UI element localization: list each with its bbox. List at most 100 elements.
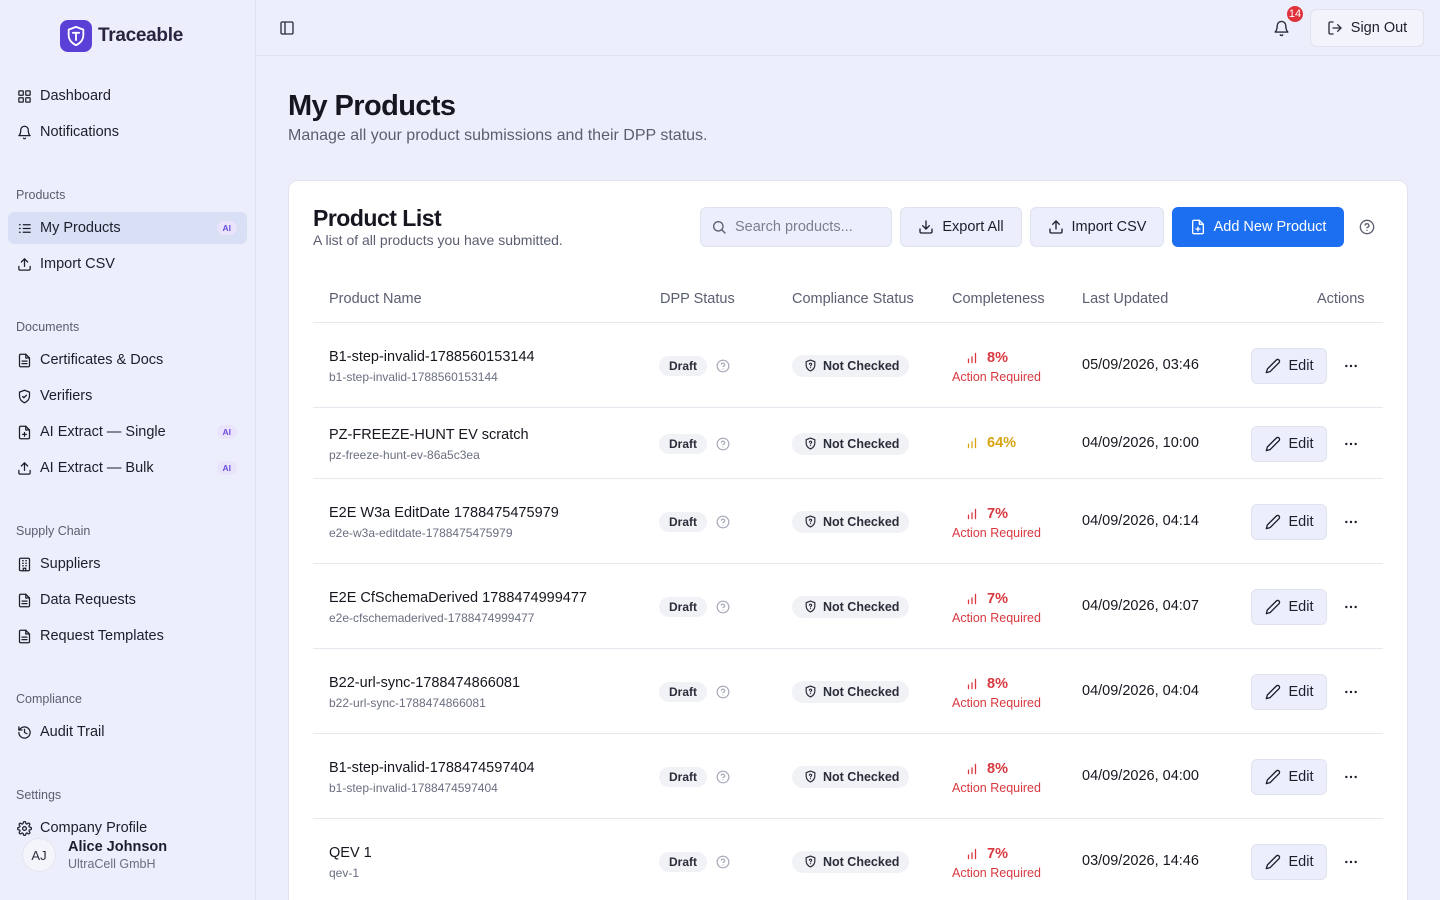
search-box[interactable]: [700, 207, 892, 247]
more-actions-icon[interactable]: [1341, 356, 1361, 376]
section-label-products: Products: [16, 188, 66, 202]
last-updated: 04/09/2026, 04:07: [1082, 597, 1199, 614]
more-actions-icon[interactable]: [1341, 434, 1361, 454]
brand[interactable]: Traceable: [60, 20, 183, 52]
table-row[interactable]: B1-step-invalid-1788474597404 b1-step-inv…: [313, 734, 1383, 819]
sign-out-button[interactable]: Sign Out: [1310, 9, 1424, 47]
sidebar-item-dashboard[interactable]: Dashboard: [8, 80, 247, 112]
question-circle-icon[interactable]: [716, 515, 730, 529]
question-circle-icon[interactable]: [716, 600, 730, 614]
section-label-settings: Settings: [16, 788, 62, 802]
edit-button[interactable]: Edit: [1251, 347, 1327, 384]
sidebar-item-verifiers[interactable]: Verifiers: [8, 380, 247, 412]
sidebar-item-company-profile[interactable]: Company Profile: [8, 812, 247, 844]
download-icon: [919, 220, 934, 234]
compliance-status-badge: Not Checked: [792, 595, 910, 618]
section-label-supply-chain: Supply Chain: [16, 524, 91, 538]
sidebar-item-audit-trail[interactable]: Audit Trail: [8, 716, 247, 748]
pencil-icon: [1265, 599, 1280, 614]
more-actions-icon[interactable]: [1341, 512, 1361, 532]
document-icon: [16, 352, 32, 368]
sidebar-item-notifications[interactable]: Notifications: [8, 116, 247, 148]
table-row[interactable]: E2E CfSchemaDerived 1788474999477 e2e-cfs…: [313, 564, 1383, 649]
table-row[interactable]: E2E W3a EditDate 1788475475979 e2e-w3a-ed…: [313, 479, 1383, 564]
dpp-status-badge: Draft: [659, 511, 708, 532]
edit-button[interactable]: Edit: [1251, 843, 1327, 880]
edit-label: Edit: [1288, 853, 1314, 870]
product-list-card: Product List A list of all products you …: [288, 180, 1408, 900]
header-product-name[interactable]: Product Name: [329, 291, 422, 307]
dpp-status-badge: Draft: [659, 851, 708, 872]
completeness-percent: 7%: [987, 505, 1008, 522]
table-row[interactable]: PZ-FREEZE-HUNT EV scratch pz-freeze-hunt-…: [313, 408, 1383, 479]
table-row[interactable]: QEV 1 qev-1 Draft Not Checked 7% Action Requi…: [313, 819, 1383, 900]
question-circle-icon[interactable]: [716, 359, 730, 373]
question-circle-icon[interactable]: [716, 685, 730, 699]
pencil-icon: [1265, 684, 1280, 699]
more-actions-icon[interactable]: [1341, 767, 1361, 787]
question-circle-icon[interactable]: [716, 437, 730, 451]
notifications-bell-icon[interactable]: [1271, 16, 1291, 40]
sidebar-item-label: Suppliers: [40, 556, 101, 572]
shield-question-icon: [805, 515, 816, 528]
sidebar-toggle-icon[interactable]: [277, 18, 297, 38]
export-all-button[interactable]: Export All: [900, 207, 1022, 247]
bar-chart-icon: [967, 763, 977, 774]
gear-icon: [16, 820, 32, 836]
search-input[interactable]: [735, 219, 885, 235]
edit-label: Edit: [1288, 357, 1314, 374]
product-name[interactable]: PZ-FREEZE-HUNT EV scratch: [329, 426, 529, 443]
header-dpp-status[interactable]: DPP Status: [660, 291, 735, 307]
ai-badge: AI: [216, 221, 237, 235]
upload-icon: [1048, 220, 1063, 234]
compliance-status-label: Not Checked: [823, 769, 900, 784]
sidebar-item-label: Request Templates: [40, 628, 164, 644]
ai-badge: AI: [216, 461, 237, 475]
shield-question-icon: [805, 855, 816, 868]
completeness-value: 8%: [965, 761, 1008, 777]
more-actions-icon[interactable]: [1341, 852, 1361, 872]
sidebar-item-label: Audit Trail: [40, 724, 105, 740]
product-name[interactable]: QEV 1: [329, 844, 372, 861]
edit-label: Edit: [1288, 598, 1314, 615]
sidebar-item-my-products[interactable]: My Products AI: [8, 212, 247, 244]
table-row[interactable]: B22-url-sync-1788474866081 b22-url-sync-1…: [313, 649, 1383, 734]
sidebar-item-label: AI Extract — Single: [40, 424, 166, 440]
card-subtitle: A list of all products you have submitte…: [313, 232, 563, 248]
page-title: My Products: [288, 90, 456, 122]
sidebar-item-import-csv[interactable]: Import CSV: [8, 248, 247, 280]
sidebar-item-suppliers[interactable]: Suppliers: [8, 548, 247, 580]
product-name[interactable]: B1-step-invalid-1788474597404: [329, 759, 535, 776]
table-row[interactable]: B1-step-invalid-1788560153144 b1-step-inv…: [313, 323, 1383, 408]
bar-chart-icon: [967, 437, 977, 448]
user-profile[interactable]: AJ Alice Johnson UltraCell GmbH: [22, 838, 167, 872]
more-actions-icon[interactable]: [1341, 682, 1361, 702]
product-name[interactable]: E2E W3a EditDate 1788475475979: [329, 504, 559, 521]
upload-icon: [16, 460, 32, 476]
more-actions-icon[interactable]: [1341, 597, 1361, 617]
help-icon[interactable]: [1359, 219, 1375, 235]
sidebar-item-ai-extract-single[interactable]: AI Extract — Single AI: [8, 416, 247, 448]
add-new-product-button[interactable]: Add New Product: [1172, 207, 1344, 247]
edit-button[interactable]: Edit: [1251, 758, 1327, 795]
header-last-updated[interactable]: Last Updated: [1082, 291, 1169, 307]
last-updated: 04/09/2026, 04:00: [1082, 767, 1199, 784]
edit-button[interactable]: Edit: [1251, 425, 1327, 462]
product-name[interactable]: B22-url-sync-1788474866081: [329, 674, 521, 691]
question-circle-icon[interactable]: [716, 855, 730, 869]
last-updated: 03/09/2026, 14:46: [1082, 852, 1199, 869]
product-name[interactable]: B1-step-invalid-1788560153144: [329, 348, 535, 365]
shield-question-icon: [805, 600, 816, 613]
sidebar-item-data-requests[interactable]: Data Requests: [8, 584, 247, 616]
question-circle-icon[interactable]: [716, 770, 730, 784]
sidebar-item-certificates-docs[interactable]: Certificates & Docs: [8, 344, 247, 376]
edit-button[interactable]: Edit: [1251, 588, 1327, 625]
sidebar-item-ai-extract-bulk[interactable]: AI Extract — Bulk AI: [8, 452, 247, 484]
header-compliance-status[interactable]: Compliance Status: [792, 291, 914, 307]
edit-button[interactable]: Edit: [1251, 673, 1327, 710]
import-csv-button[interactable]: Import CSV: [1030, 207, 1164, 247]
sidebar-item-request-templates[interactable]: Request Templates: [8, 620, 247, 652]
product-name[interactable]: E2E CfSchemaDerived 1788474999477: [329, 589, 587, 606]
edit-button[interactable]: Edit: [1251, 503, 1327, 540]
header-completeness[interactable]: Completeness: [952, 291, 1045, 307]
